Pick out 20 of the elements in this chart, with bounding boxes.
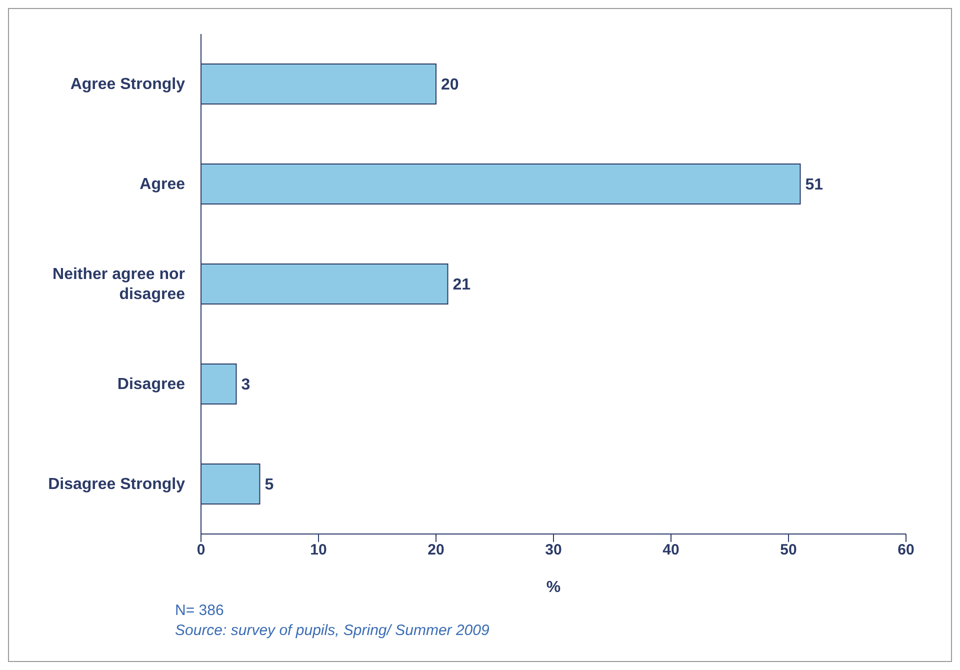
x-tick-label: 0 — [196, 542, 206, 559]
x-tick-label: 10 — [310, 542, 327, 559]
x-tick-label: 40 — [662, 542, 680, 559]
data-label: 5 — [264, 476, 274, 494]
data-label: 51 — [805, 176, 824, 194]
y-tick-label: Agree — [140, 176, 186, 192]
y-tick-label: Disagree — [117, 376, 186, 392]
text: N= 386 — [175, 601, 225, 621]
y-tick-label: Neither agree nor disagree — [52, 266, 186, 302]
x-tick-label: 20 — [428, 542, 444, 559]
x-tick-label: 60 — [898, 542, 914, 559]
y-tick-label: Disagree Strongly — [48, 476, 186, 492]
x-tick-label: 30 — [545, 542, 562, 559]
data-label: 21 — [452, 276, 471, 294]
data-label: 3 — [241, 376, 250, 394]
y-tick-label: Agree Strongly — [70, 76, 186, 92]
x-axis-title: % — [546, 579, 561, 596]
data-label: 20 — [441, 76, 459, 94]
x-tick-label: 50 — [780, 542, 797, 559]
source-note: Source: survey of pupils, Spring/ Summer 2009 — [175, 621, 490, 641]
